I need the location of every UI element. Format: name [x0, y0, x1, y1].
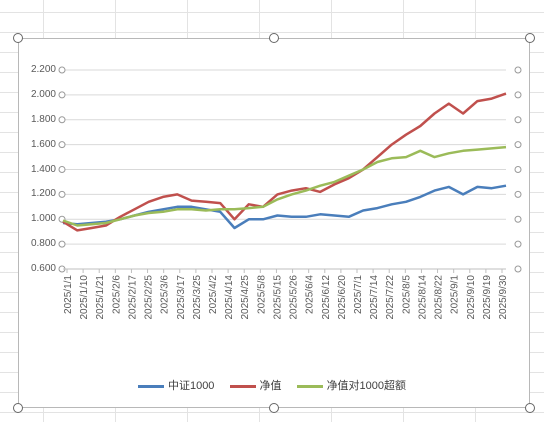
x-tick-label: 2025/5/15	[272, 275, 283, 320]
x-tick-label: 2025/7/14	[369, 275, 380, 320]
x-tick-label: 2025/9/1	[450, 275, 461, 314]
x-tick-label: 2025/6/20	[337, 275, 348, 320]
x-tick-label: 2025/3/25	[192, 275, 203, 320]
y-tick-label: 0.800	[30, 238, 56, 250]
x-tick-label: 2025/8/14	[417, 275, 428, 320]
x-tick-label: 2025/1/21	[95, 275, 106, 320]
y-tick-label: 2.200	[30, 64, 56, 75]
x-tick-label: 2025/4/14	[224, 275, 235, 320]
axis-circle-marker	[58, 66, 66, 74]
y-tick-label: 1.400	[30, 163, 56, 175]
resize-handle-bottom-right[interactable]	[525, 403, 535, 413]
resize-handle-bottom-middle[interactable]	[269, 403, 279, 413]
x-tick-label: 2025/9/10	[466, 275, 477, 320]
x-tick-label: 2025/2/25	[144, 275, 155, 320]
y-tick-label: 0.600	[30, 263, 56, 274]
axis-circle-marker	[514, 240, 522, 248]
x-tick-label: 2025/7/1	[353, 275, 364, 314]
legend-item-csi1000: 中证1000	[137, 377, 215, 393]
x-tick-label: 2025/6/12	[321, 275, 332, 320]
x-tick-label: 2025/1/10	[79, 275, 90, 320]
axis-circle-marker	[514, 116, 522, 124]
chart-legend: 中证1000 净值 净值对1000超额	[0, 377, 544, 393]
axis-circle-marker	[58, 240, 66, 248]
legend-label-excess: 净值对1000超额	[326, 380, 407, 392]
x-tick-label: 2025/5/26	[289, 275, 300, 320]
x-tick-label: 2025/4/25	[240, 275, 251, 320]
resize-handle-top-left[interactable]	[13, 33, 23, 43]
x-tick-label: 2025/9/19	[482, 275, 493, 320]
axis-circle-marker	[514, 66, 522, 74]
axis-circle-marker	[514, 166, 522, 173]
y-tick-label: 1.200	[30, 188, 56, 200]
axis-circle-marker	[58, 166, 66, 173]
x-tick-label: 2025/7/22	[385, 275, 396, 320]
x-tick-label: 2025/3/6	[160, 275, 171, 314]
axis-circle-marker	[58, 91, 66, 99]
axis-circle-marker	[58, 190, 66, 198]
legend-item-nav: 净值	[229, 377, 282, 393]
axis-circle-marker	[58, 141, 66, 149]
x-tick-label: 2025/6/4	[305, 275, 316, 314]
legend-swatch-nav	[229, 384, 256, 388]
x-tick-label: 2025/5/8	[256, 275, 267, 314]
y-tick-label: 1.800	[30, 113, 56, 125]
y-tick-label: 2.000	[30, 88, 56, 100]
y-tick-label: 1.600	[30, 138, 56, 150]
resize-handle-top-right[interactable]	[525, 33, 535, 43]
x-tick-label: 2025/8/5	[401, 275, 412, 314]
y-tick-label: 1.000	[30, 213, 56, 225]
series-line-1	[62, 92, 507, 232]
resize-handle-top-middle[interactable]	[269, 33, 279, 43]
legend-label-nav: 净值	[259, 380, 282, 392]
series-line-2	[62, 145, 507, 227]
legend-swatch-excess	[296, 384, 323, 388]
x-tick-label: 2025/8/22	[434, 275, 445, 320]
x-tick-label: 2025/3/17	[176, 275, 187, 320]
x-tick-label: 2025/9/30	[498, 275, 509, 320]
axis-circle-marker	[58, 116, 66, 124]
x-tick-label: 2025/4/2	[208, 275, 219, 314]
axis-circle-marker	[514, 91, 522, 99]
axis-circle-marker	[514, 190, 522, 198]
x-tick-label: 2025/2/6	[111, 275, 122, 314]
legend-swatch-csi1000	[137, 384, 164, 388]
x-tick-label: 2025/1/1	[63, 275, 74, 314]
axis-circle-marker	[514, 215, 522, 223]
legend-label-csi1000: 中证1000	[167, 380, 215, 392]
resize-handle-bottom-left[interactable]	[13, 403, 23, 413]
axis-circle-marker	[514, 141, 522, 149]
legend-item-excess: 净值对1000超额	[296, 377, 407, 393]
x-tick-label: 2025/2/17	[127, 275, 138, 320]
axis-circle-marker	[514, 265, 522, 273]
